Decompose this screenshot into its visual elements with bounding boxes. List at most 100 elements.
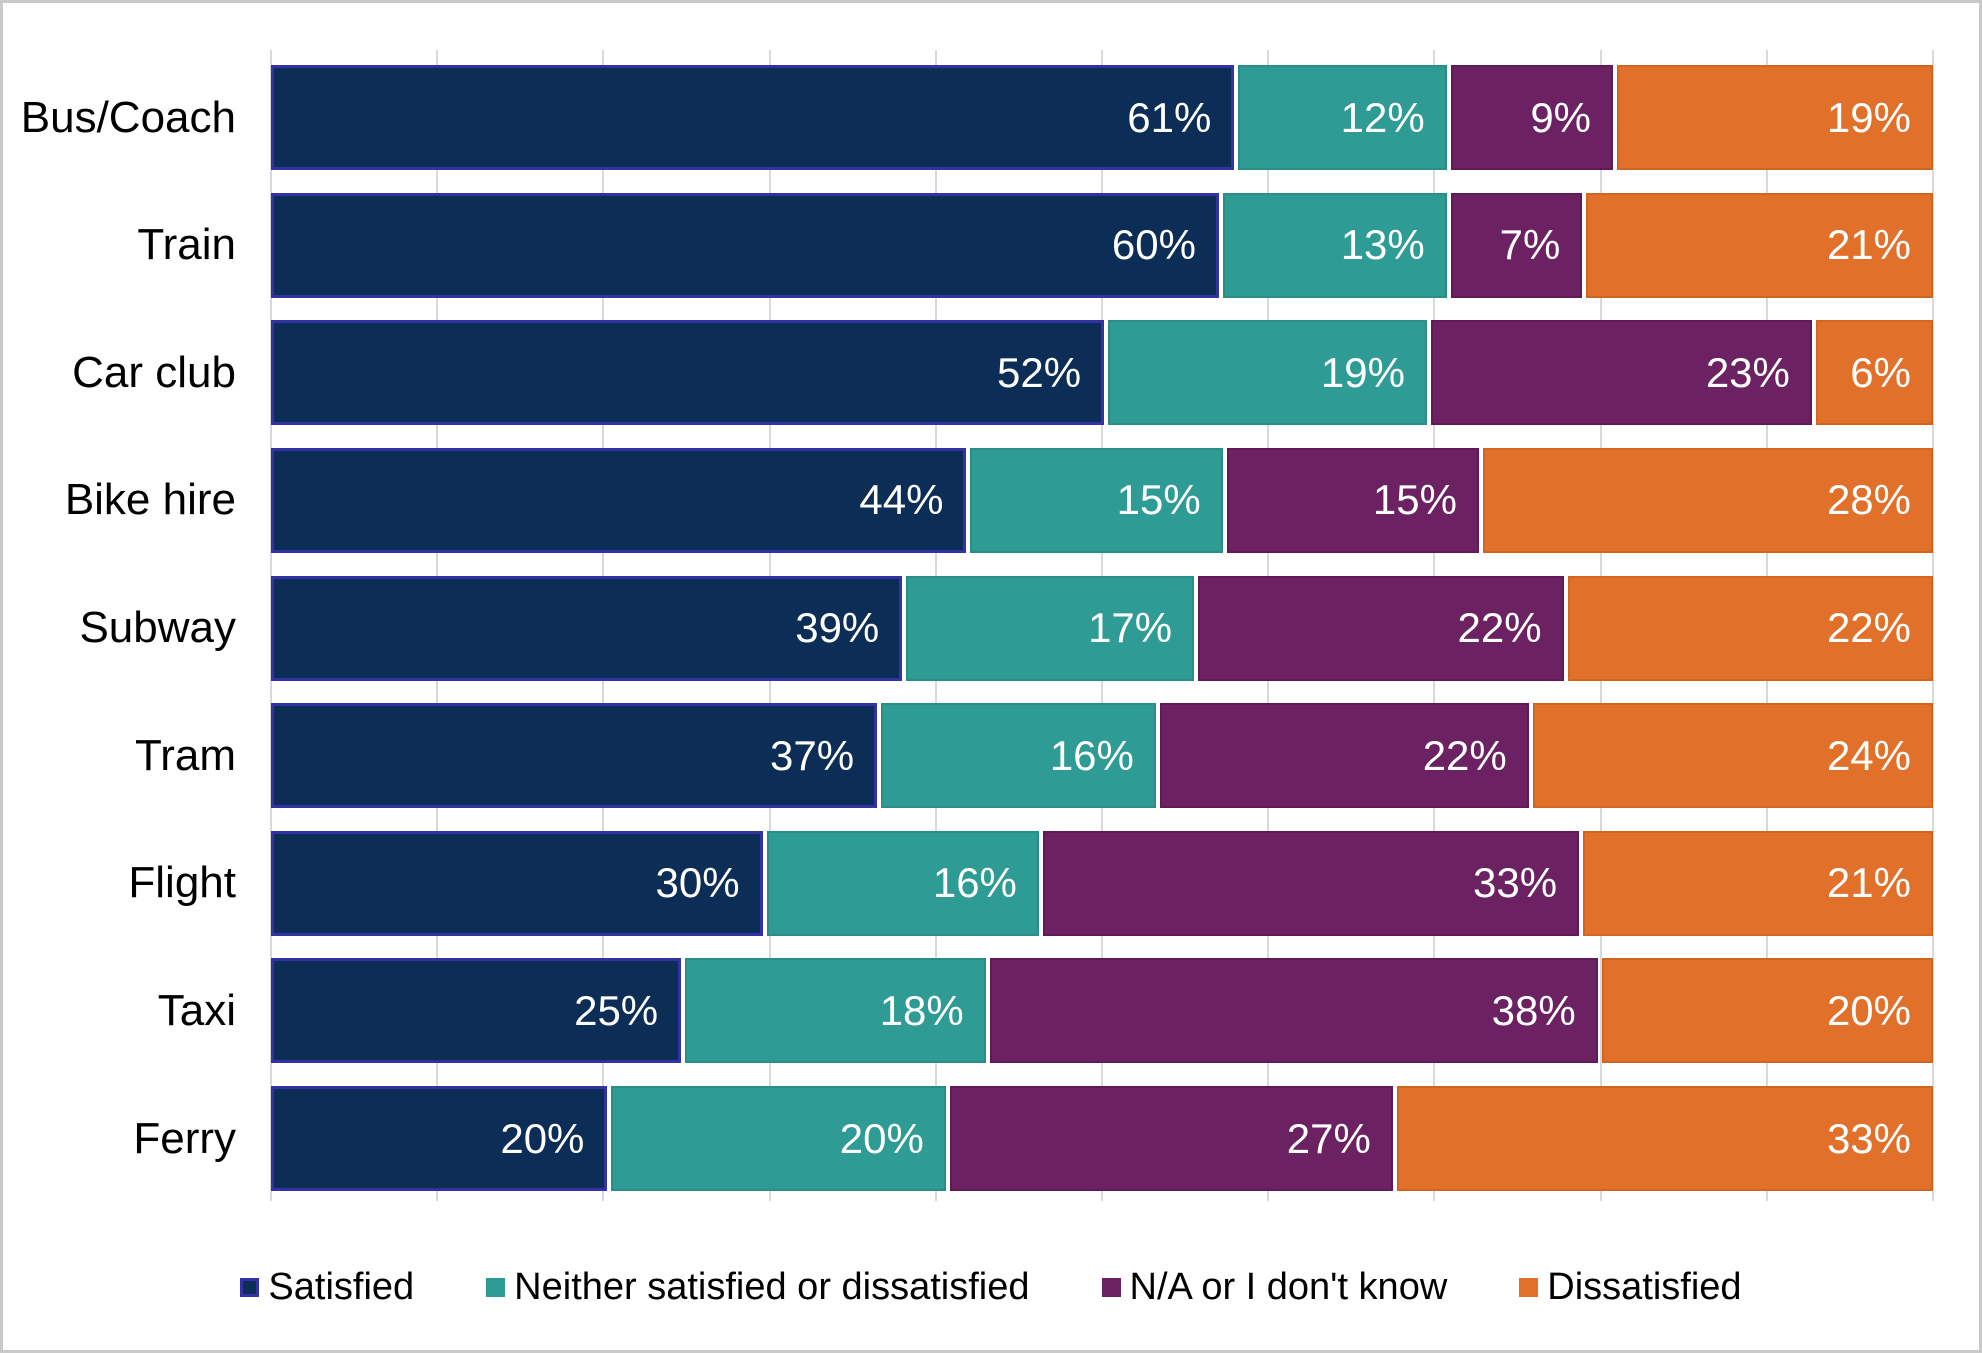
bar-segment-neither-satisfied-or-dissatisfied-tram: 16% bbox=[881, 703, 1156, 809]
legend-label-n-a-or-i-don-t-know: N/A or I don't know bbox=[1129, 1265, 1448, 1308]
legend-label-dissatisfied: Dissatisfied bbox=[1547, 1265, 1742, 1308]
category-label-car-club: Car club bbox=[72, 347, 236, 397]
bar-segment-neither-satisfied-or-dissatisfied-flight: 16% bbox=[766, 830, 1039, 936]
segment-value-label: 15% bbox=[1116, 476, 1201, 524]
bar-segment-neither-satisfied-or-dissatisfied-ferry: 20% bbox=[611, 1086, 946, 1191]
gridline-100 bbox=[1932, 50, 1934, 1201]
legend-item-neither-satisfied-or-dissatisfied: Neither satisfied or dissatisfied bbox=[486, 1265, 1030, 1309]
bar-segment-neither-satisfied-or-dissatisfied-taxi: 18% bbox=[685, 958, 986, 1064]
segment-value-label: 37% bbox=[769, 731, 855, 779]
bar-row-train: 60% 13% 7% 21% bbox=[271, 192, 1933, 298]
bar-row-ferry: 20% 20% 27% 33% bbox=[271, 1086, 1934, 1191]
segment-value-label: 27% bbox=[1286, 1114, 1371, 1162]
legend-swatch-n-a-or-i-don-t-know bbox=[1101, 1277, 1121, 1297]
bar-segment-n-a-or-i-don-t-know-bus-coach: 9% bbox=[1450, 65, 1614, 170]
segment-value-label: 25% bbox=[574, 986, 659, 1034]
bar-row-taxi: 25% 18% 38% 20% bbox=[271, 958, 1933, 1064]
bar-segment-dissatisfied-ferry: 33% bbox=[1396, 1086, 1934, 1191]
segment-value-label: 23% bbox=[1705, 348, 1790, 396]
bar-segment-dissatisfied-tram: 24% bbox=[1532, 703, 1934, 809]
segment-value-label: 19% bbox=[1320, 348, 1405, 396]
category-label-bike-hire: Bike hire bbox=[64, 475, 236, 525]
plot-area: 61% 12% 9% 19% 60% 13% 7% 21% 52% 19% 23% 6% 44% 15% 1… bbox=[270, 50, 1934, 1201]
bar-segment-n-a-or-i-don-t-know-train: 7% bbox=[1450, 192, 1583, 298]
bar-row-bus-coach: 61% 12% 9% 19% bbox=[271, 65, 1933, 170]
segment-value-label: 19% bbox=[1826, 93, 1911, 141]
category-axis: Bus/Coach Train Car club Bike hire Subway Tra… bbox=[3, 50, 236, 1201]
bar-row-subway: 39% 17% 22% 22% bbox=[271, 575, 1933, 681]
legend-label-neither-satisfied-or-dissatisfied: Neither satisfied or dissatisfied bbox=[514, 1265, 1030, 1308]
legend-swatch-satisfied bbox=[240, 1277, 260, 1297]
bar-segment-n-a-or-i-don-t-know-ferry: 27% bbox=[949, 1086, 1393, 1191]
category-label-flight: Flight bbox=[128, 858, 236, 908]
segment-value-label: 22% bbox=[1457, 604, 1542, 651]
bar-segment-n-a-or-i-don-t-know-bike-hire: 15% bbox=[1226, 447, 1479, 553]
bar-segment-neither-satisfied-or-dissatisfied-bike-hire: 15% bbox=[970, 447, 1223, 553]
category-label-taxi: Taxi bbox=[157, 985, 236, 1035]
bar-segment-satisfied-taxi: 25% bbox=[271, 958, 682, 1064]
category-label-bus-coach: Bus/Coach bbox=[20, 92, 236, 142]
bar-row-flight: 30% 16% 33% 21% bbox=[271, 830, 1933, 936]
bar-row-car-club: 52% 19% 23% 6% bbox=[271, 320, 1933, 426]
category-label-subway: Subway bbox=[79, 603, 236, 652]
bar-segment-satisfied-car-club: 52% bbox=[271, 320, 1105, 426]
segment-value-label: 20% bbox=[1826, 986, 1911, 1034]
legend-swatch-neither-satisfied-or-dissatisfied bbox=[486, 1277, 506, 1297]
segment-value-label: 33% bbox=[1473, 859, 1558, 907]
bar-segment-satisfied-bike-hire: 44% bbox=[271, 447, 967, 553]
bar-segment-dissatisfied-subway: 22% bbox=[1567, 575, 1933, 681]
category-label-tram: Tram bbox=[134, 730, 236, 780]
segment-value-label: 20% bbox=[500, 1114, 585, 1162]
segment-value-label: 33% bbox=[1826, 1114, 1912, 1162]
category-label-ferry: Ferry bbox=[133, 1113, 236, 1163]
legend-swatch-dissatisfied bbox=[1519, 1277, 1539, 1297]
segment-value-label: 30% bbox=[655, 859, 740, 907]
segment-value-label: 22% bbox=[1826, 604, 1911, 651]
segment-value-label: 7% bbox=[1499, 221, 1561, 269]
bar-segment-neither-satisfied-or-dissatisfied-train: 13% bbox=[1222, 192, 1447, 298]
bar-segment-satisfied-ferry: 20% bbox=[271, 1086, 608, 1191]
bar-row-bike-hire: 44% 15% 15% 28% bbox=[271, 447, 1933, 553]
segment-value-label: 17% bbox=[1088, 604, 1173, 651]
segment-value-label: 52% bbox=[996, 348, 1082, 396]
bar-segment-dissatisfied-taxi: 20% bbox=[1601, 958, 1933, 1064]
segment-value-label: 16% bbox=[932, 859, 1017, 907]
segment-value-label: 21% bbox=[1826, 859, 1911, 907]
bar-segment-neither-satisfied-or-dissatisfied-bus-coach: 12% bbox=[1238, 65, 1447, 170]
segment-value-label: 21% bbox=[1826, 221, 1911, 269]
bar-segment-satisfied-bus-coach: 61% bbox=[271, 65, 1235, 170]
segment-value-label: 13% bbox=[1340, 221, 1425, 269]
bar-segment-dissatisfied-train: 21% bbox=[1586, 192, 1933, 298]
segment-value-label: 9% bbox=[1530, 93, 1592, 141]
segment-value-label: 15% bbox=[1372, 476, 1457, 524]
bar-segment-neither-satisfied-or-dissatisfied-car-club: 19% bbox=[1108, 320, 1427, 426]
bar-segment-neither-satisfied-or-dissatisfied-subway: 17% bbox=[906, 575, 1195, 681]
bar-segment-satisfied-tram: 37% bbox=[271, 703, 878, 809]
legend-item-dissatisfied: Dissatisfied bbox=[1519, 1265, 1742, 1309]
segment-value-label: 28% bbox=[1826, 476, 1911, 524]
bar-segment-dissatisfied-bus-coach: 19% bbox=[1617, 65, 1933, 170]
segment-value-label: 20% bbox=[839, 1114, 924, 1162]
category-label-train: Train bbox=[137, 220, 236, 270]
segment-value-label: 24% bbox=[1826, 731, 1912, 779]
segment-value-label: 44% bbox=[859, 476, 944, 524]
segment-value-label: 39% bbox=[795, 604, 880, 651]
segment-value-label: 38% bbox=[1491, 986, 1576, 1034]
bar-row-tram: 37% 16% 22% 24% bbox=[271, 703, 1934, 809]
legend: Satisfied Neither satisfied or dissatisfi… bbox=[3, 1255, 1979, 1319]
bar-segment-dissatisfied-bike-hire: 28% bbox=[1482, 447, 1933, 553]
bar-segment-satisfied-subway: 39% bbox=[271, 575, 903, 681]
segment-value-label: 18% bbox=[879, 986, 964, 1034]
segment-value-label: 6% bbox=[1850, 348, 1911, 396]
bar-segment-dissatisfied-flight: 21% bbox=[1583, 830, 1933, 936]
bar-segment-satisfied-flight: 30% bbox=[271, 830, 763, 936]
bar-segment-n-a-or-i-don-t-know-flight: 33% bbox=[1042, 830, 1580, 936]
bar-segment-n-a-or-i-don-t-know-subway: 22% bbox=[1198, 575, 1564, 681]
segment-value-label: 61% bbox=[1127, 93, 1212, 141]
bar-segment-n-a-or-i-don-t-know-car-club: 23% bbox=[1430, 320, 1812, 426]
segment-value-label: 12% bbox=[1340, 93, 1425, 141]
bar-segment-satisfied-train: 60% bbox=[271, 192, 1219, 298]
bar-segment-n-a-or-i-don-t-know-tram: 22% bbox=[1159, 703, 1529, 809]
segment-value-label: 16% bbox=[1049, 731, 1134, 779]
